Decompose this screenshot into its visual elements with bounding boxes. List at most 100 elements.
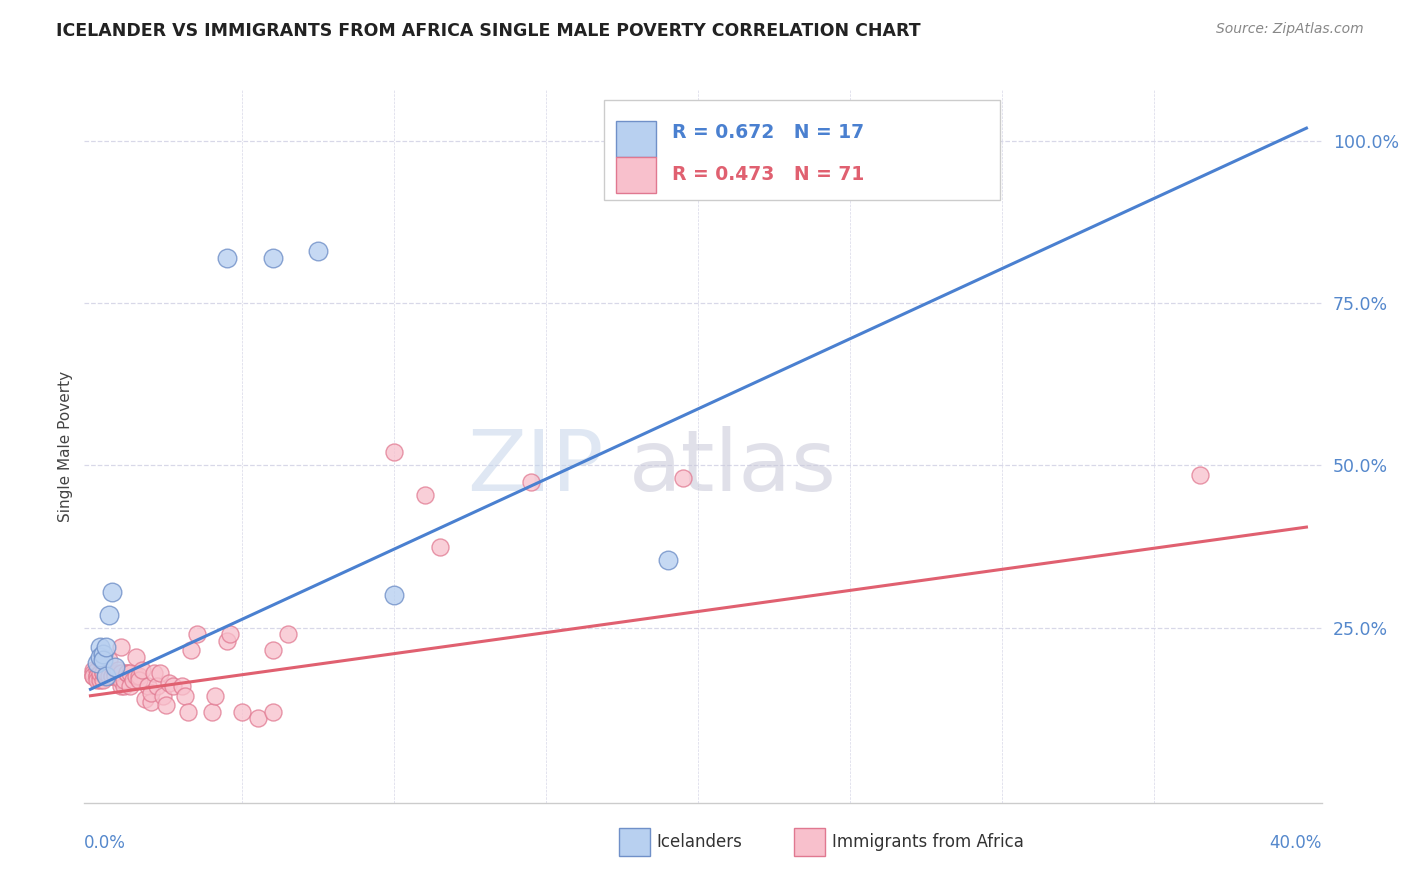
Point (143, 666, 166, 681)
Point (110, 640, 132, 654)
Point (384, 588, 406, 602)
Point (91, 666, 114, 681)
Text: ICELANDER VS IMMIGRANTS FROM AFRICA SINGLE MALE POVERTY CORRELATION CHART: ICELANDER VS IMMIGRANTS FROM AFRICA SING… (56, 22, 921, 40)
Y-axis label: Single Male Poverty: Single Male Poverty (58, 370, 73, 522)
Point (89, 666, 111, 681)
Point (217, 633, 239, 648)
Point (246, 711, 269, 725)
Point (94, 666, 117, 681)
Point (89, 673, 111, 687)
Point (115, 666, 138, 681)
Point (204, 689, 226, 703)
Point (855, 137, 877, 152)
Point (262, 705, 284, 719)
Point (100, 669, 122, 683)
Point (134, 692, 156, 706)
Point (94, 640, 117, 654)
Point (173, 689, 195, 703)
Point (82, 663, 104, 677)
Text: R = 0.473   N = 71: R = 0.473 N = 71 (672, 165, 865, 185)
Point (262, 251, 284, 265)
Point (100, 585, 122, 599)
Text: 40.0%: 40.0% (1270, 834, 1322, 852)
Point (94, 669, 117, 683)
Point (112, 679, 135, 693)
Point (141, 685, 163, 699)
Point (413, 488, 436, 502)
Point (217, 251, 239, 265)
Point (94, 666, 117, 681)
Point (100, 669, 122, 683)
Point (104, 666, 127, 681)
Point (277, 627, 299, 641)
Point (1189, 468, 1212, 483)
Point (86, 663, 108, 677)
Point (162, 679, 184, 693)
Point (104, 659, 127, 673)
Point (82, 669, 104, 683)
Point (91, 673, 114, 687)
Point (170, 679, 193, 693)
Point (107, 663, 129, 677)
Point (112, 673, 135, 687)
Point (89, 640, 111, 654)
Point (136, 679, 159, 693)
Point (180, 643, 202, 657)
Point (91, 666, 114, 681)
Point (131, 663, 153, 677)
Point (94, 669, 117, 683)
Point (110, 679, 132, 693)
Point (86, 669, 108, 683)
Point (149, 666, 172, 681)
Point (159, 675, 181, 690)
Point (118, 666, 141, 681)
Point (146, 679, 169, 693)
Point (82, 666, 104, 681)
Point (91, 653, 114, 667)
Point (97, 607, 120, 622)
Point (384, 445, 406, 459)
Point (125, 669, 148, 683)
Point (177, 705, 200, 719)
Point (86, 669, 108, 683)
Point (86, 657, 108, 671)
Text: 0.0%: 0.0% (84, 834, 127, 852)
Point (115, 666, 138, 681)
Point (141, 695, 163, 709)
Point (186, 627, 208, 641)
Point (104, 669, 127, 683)
Point (155, 698, 177, 713)
Point (118, 679, 141, 693)
Point (219, 627, 242, 641)
Point (82, 669, 104, 683)
Point (128, 673, 150, 687)
Point (128, 669, 150, 683)
Point (429, 540, 451, 554)
Point (307, 244, 329, 259)
Point (91, 647, 114, 661)
Bar (616, 121, 657, 157)
Point (110, 673, 132, 687)
Point (152, 689, 174, 703)
Point (107, 666, 129, 681)
Point (122, 673, 145, 687)
Text: Source: ZipAtlas.com: Source: ZipAtlas.com (1216, 22, 1364, 37)
Point (97, 669, 120, 683)
Point (520, 475, 543, 489)
Text: Icelanders: Icelanders (657, 833, 742, 851)
Point (657, 552, 679, 566)
Text: R = 0.672   N = 17: R = 0.672 N = 17 (672, 122, 865, 142)
Point (89, 669, 111, 683)
Point (89, 649, 111, 664)
Point (125, 649, 148, 664)
Text: ZIP: ZIP (468, 425, 605, 509)
Point (231, 705, 253, 719)
Point (97, 653, 120, 667)
Point (262, 643, 284, 657)
Bar (616, 157, 657, 193)
Point (86, 673, 108, 687)
Point (89, 653, 111, 667)
Point (201, 705, 224, 719)
FancyBboxPatch shape (605, 100, 1000, 200)
Text: Immigrants from Africa: Immigrants from Africa (832, 833, 1024, 851)
